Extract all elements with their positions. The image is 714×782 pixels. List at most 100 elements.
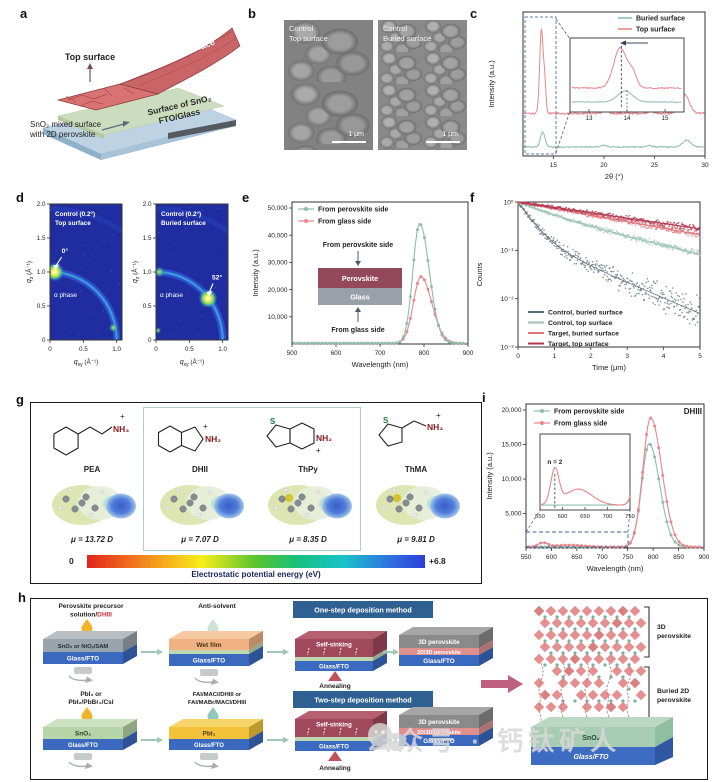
svg-text:2D/3D perovskite: 2D/3D perovskite: [417, 650, 461, 656]
svg-text:Self-sinking: Self-sinking: [316, 641, 352, 648]
x-tick: 800: [419, 350, 430, 357]
x-tick: 4: [662, 353, 666, 360]
phase-label: α phase: [54, 292, 77, 299]
inset-x-tick: 14: [624, 115, 631, 122]
molecule-name: PEA: [83, 465, 101, 474]
fto-strip: [168, 120, 236, 139]
top-surface-arrowhead: [87, 63, 93, 69]
trpl-chart: 10⁰ 10⁻¹ 10⁻² 10⁻³0 1 2 3 4 5 Time (μm) Counts Cont…: [475, 199, 702, 372]
x-tick: 0.5: [79, 346, 88, 353]
y-tick: 10⁻³: [501, 344, 515, 351]
highlight-box: [143, 407, 361, 551]
dipole-moment: μ = 8.35 D: [289, 535, 327, 544]
panel-label-f: f: [470, 190, 475, 205]
amine-label: NH₂: [205, 434, 221, 444]
esp-map-dhii: [160, 485, 244, 525]
thiophene-ring: [266, 424, 291, 448]
plot-frame: [522, 11, 706, 157]
dhiii-pl-chart: 5,000 10,000 15,000 20,000 550 600 650 700 750 80…: [485, 403, 710, 573]
droplet: [81, 707, 93, 722]
esp-blob-positive: [214, 493, 244, 519]
sem-image-top-surface: Control Top surface 1 μm: [284, 20, 373, 150]
legend-item: Control, buried surface: [548, 310, 623, 317]
two-step-header: [293, 691, 433, 708]
y-tick: 2.0: [143, 201, 152, 208]
glass-fto-slab: [531, 747, 655, 765]
x-tick: 0: [154, 346, 158, 353]
spin-coater: [200, 753, 218, 760]
sno2-mixed-label-2: with 2D perovskite: [29, 130, 96, 139]
grain-lines: [65, 87, 135, 107]
scalebar-label: 1 μm: [348, 131, 364, 138]
thpy-structure: S NH₂ +: [266, 417, 332, 455]
trpl-series-1: [517, 201, 701, 258]
x-axis-label: Time (μm): [592, 363, 627, 372]
legend-item: Top surface: [636, 27, 675, 34]
final-stack-1: 3D perovskite 2D/3D perovskite Glass/FTO: [399, 627, 493, 666]
sno2-slab-label: SnO₂: [582, 735, 600, 742]
x-tick: 2: [589, 353, 593, 360]
sno2-slab-top: [531, 717, 673, 727]
deposition-diagram: Perovskite precursor solution/DHIII SnO₂ o…: [43, 601, 691, 772]
x-tick: 0: [516, 353, 520, 360]
lattice-3d-label-1: 3D: [657, 624, 666, 631]
inset-curve-top: [571, 46, 682, 90]
y-tick: 10⁻¹: [501, 248, 515, 255]
svg-text:PbI₂: PbI₂: [203, 730, 216, 737]
y-tick: 2.0: [37, 201, 46, 208]
glass-slab-side: [43, 128, 101, 160]
legend-item: From glass side: [318, 219, 371, 226]
molecule-thma: S NH₃ + ThMA μ = 9.81 D: [363, 411, 469, 551]
final-stack-2: 3D perovskite 2D/3D perovskite Glass/FTO: [399, 707, 493, 746]
x-tick: 900: [463, 350, 474, 357]
plot-title-1: Control (0.2°): [161, 210, 201, 218]
sem-label-line1: Control: [383, 24, 408, 33]
droplet: [207, 707, 219, 722]
pbi2-stack-2: PbI₂ Glass/FTO: [169, 719, 263, 750]
y-axis-label: Intensity (a.u.): [487, 60, 496, 108]
x-tick: 600: [331, 350, 342, 357]
droplet: [207, 619, 219, 634]
y-tick: 20,000: [268, 287, 288, 294]
result-arrow: [481, 680, 508, 688]
x-tick: 0.5: [185, 346, 194, 353]
x-tick: 750: [622, 554, 633, 561]
n2-annotation: n = 2: [547, 459, 562, 466]
sem-label-line2: Top surface: [289, 33, 328, 43]
x-tick: 0: [48, 346, 52, 353]
esp-map-thma: [376, 485, 460, 525]
sno2-mixed-label-1: SnO₂ mixed surface: [30, 120, 102, 129]
molecule-name: ThPy: [298, 465, 318, 474]
benzene-ring: [157, 425, 183, 453]
one-step-header: [293, 601, 433, 618]
glass-box-label: Glass: [350, 293, 370, 302]
panel-title: DHIII: [684, 407, 702, 416]
y-axis-label: Counts: [475, 262, 484, 286]
svg-text:Glass/FTO: Glass/FTO: [68, 743, 98, 749]
pbi2-label-1: PbI₂ or: [80, 691, 102, 698]
panel-label-d: d: [16, 190, 24, 205]
x-tick: 600: [546, 554, 557, 561]
phase-label: α phase: [160, 292, 183, 299]
esp-blob-positive: [106, 493, 136, 519]
svg-text:Glass/FTO: Glass/FTO: [194, 743, 224, 749]
sem-label: Control Buried surface: [383, 24, 431, 44]
x-tick: 1.0: [218, 346, 227, 353]
y-tick: 1.0: [143, 269, 152, 276]
inset-top-label: From perovskite side: [323, 242, 394, 249]
y-tick: 10⁻²: [501, 296, 515, 303]
thma-structure: S NH₃ +: [378, 411, 443, 447]
sno2-layer-side: [58, 116, 104, 139]
scale-label: Electrostatic potential energy (eV): [191, 570, 321, 579]
amine-label: NH₃: [427, 422, 443, 432]
droplet: [81, 619, 93, 634]
x-tick: 30: [701, 162, 709, 169]
legend-item: Buried surface: [636, 16, 685, 23]
charge-label: +: [203, 422, 208, 431]
xrd-curve-0: [523, 131, 705, 149]
y-tick: 20,000: [502, 407, 522, 414]
inset-frame: [539, 433, 631, 511]
glass-fto-slab-label: Glass/FTO: [574, 754, 609, 761]
lattice-2d-label-1: Buried 2D: [657, 688, 689, 695]
